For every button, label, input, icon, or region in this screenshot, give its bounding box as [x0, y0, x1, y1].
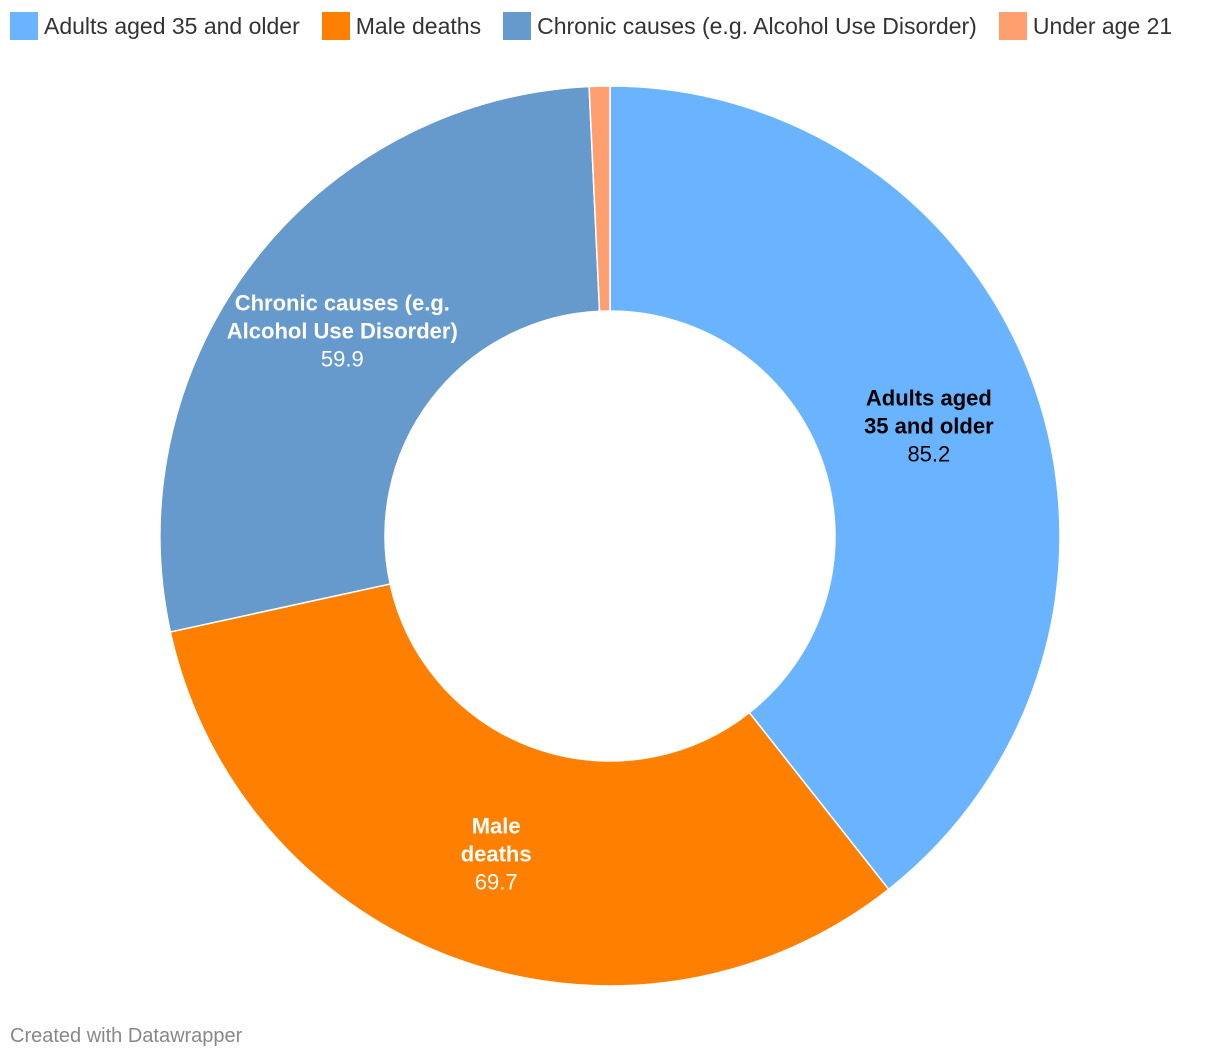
slice-label: Adults aged 35 and older 85.2 [864, 385, 994, 466]
slice-label: Chronic causes (e.g. Alcohol Use Disorder… [227, 290, 458, 371]
legend-swatch [10, 12, 38, 40]
slice-value-label: 85.2 [907, 441, 950, 466]
slice-chronic-causes[interactable] [159, 85, 601, 633]
legend-swatch [503, 12, 532, 40]
slice-under-21[interactable] [588, 85, 611, 313]
legend-swatch [321, 12, 350, 40]
legend-item-chronic-causes[interactable]: Chronic causes (e.g. Alcohol Use Disorde… [503, 12, 977, 40]
legend-label: Chronic causes (e.g. Alcohol Use Disorde… [537, 12, 977, 39]
slice-label: Male deaths 69.7 [461, 814, 532, 895]
slice-male-deaths[interactable] [169, 583, 890, 987]
slice-label-name: Chronic causes (e.g. [235, 290, 450, 315]
slice-label-name: deaths [461, 842, 532, 867]
legend-label: Under age 21 [1032, 12, 1173, 39]
slice-label-name: Adults aged [866, 385, 992, 410]
legend: Adults aged 35 and older Male deaths Chr… [10, 12, 1210, 40]
legend-item-male-deaths[interactable]: Male deaths [321, 12, 482, 40]
slice-label-name: Alcohol Use Disorder) [227, 318, 458, 343]
legend-label: Adults aged 35 and older [44, 12, 300, 39]
slice-label-name: Male [472, 814, 521, 839]
legend-label: Male deaths [355, 12, 482, 39]
legend-swatch [998, 12, 1027, 40]
slice-adults-35-older[interactable] [609, 85, 1061, 891]
legend-item-adults-35-older[interactable]: Adults aged 35 and older [10, 12, 300, 40]
slice-value-label: 59.9 [321, 346, 364, 371]
credit-text: Created with Datawrapper [10, 1025, 243, 1047]
slice-label-name: 35 and older [864, 413, 994, 438]
legend-item-under-21[interactable]: Under age 21 [998, 12, 1173, 40]
slice-value-label: 69.7 [475, 870, 518, 895]
